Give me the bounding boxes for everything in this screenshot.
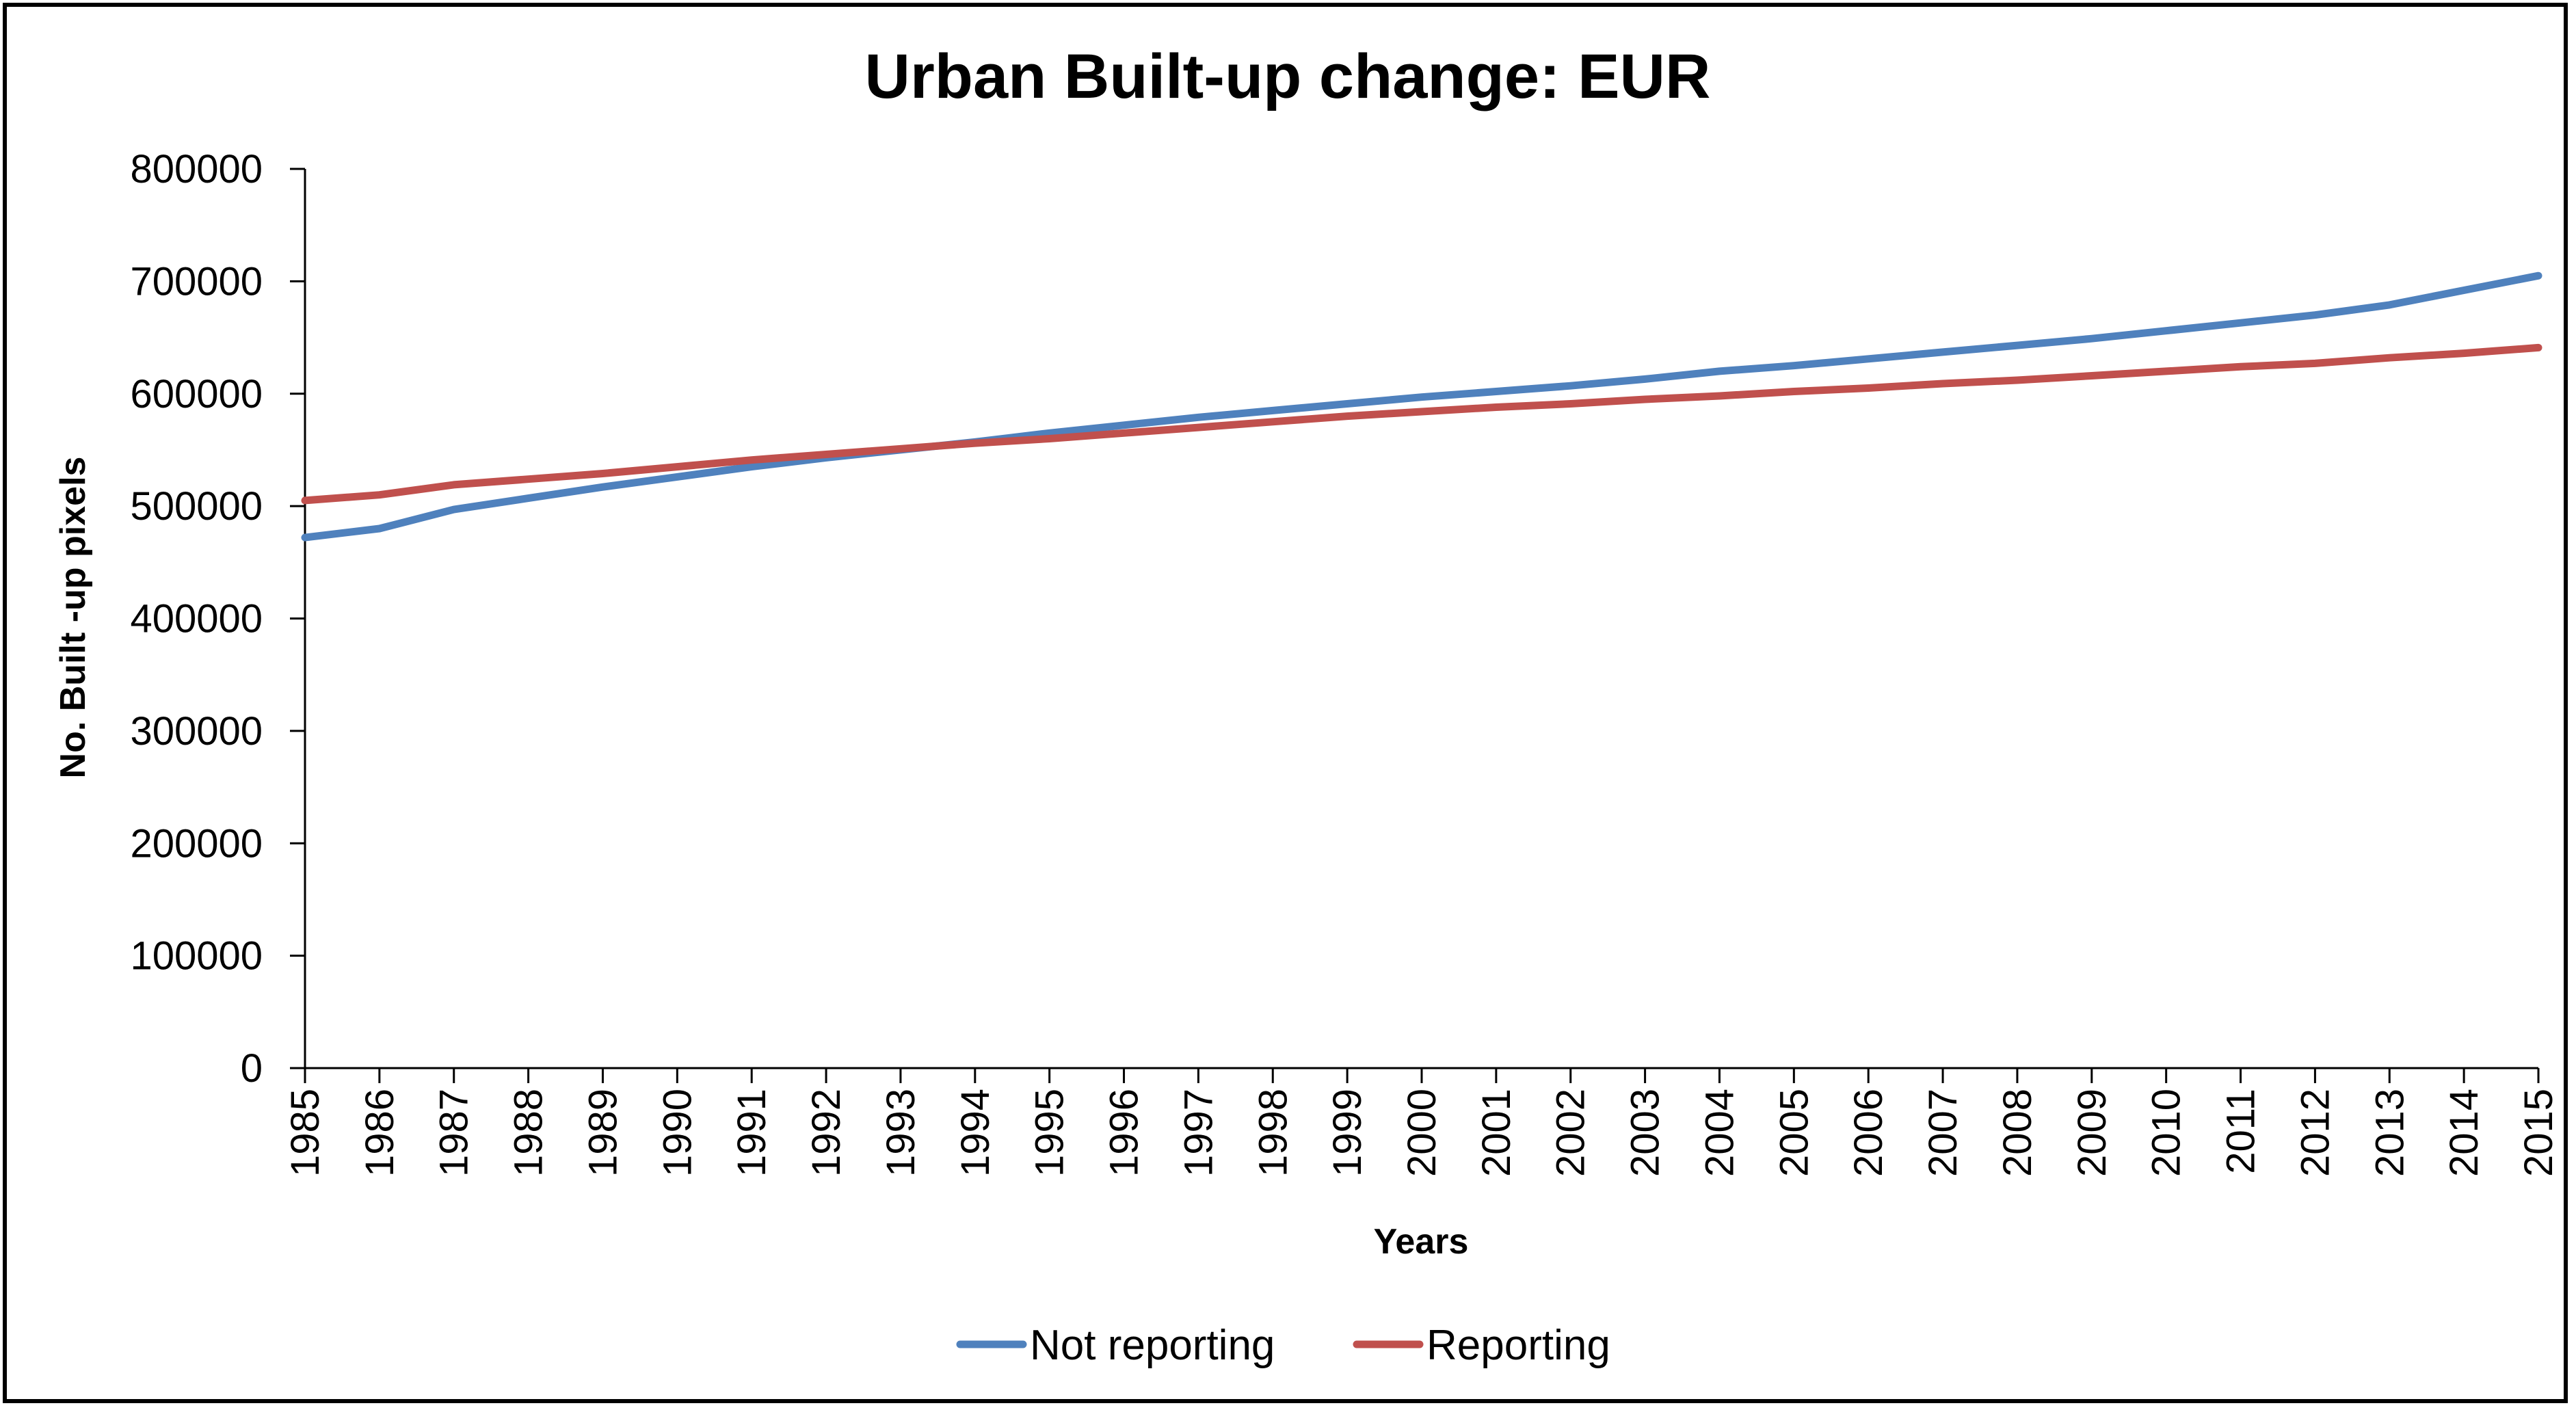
x-tick-label: 1993 xyxy=(879,1089,923,1177)
x-tick-label: 1985 xyxy=(283,1089,328,1177)
series-lines xyxy=(301,271,2542,542)
y-tick-label: 600000 xyxy=(130,372,263,416)
x-tick-label: 1988 xyxy=(507,1089,551,1177)
y-tick-label: 700000 xyxy=(130,259,263,304)
x-tick-label: 2014 xyxy=(2442,1089,2486,1177)
x-tick-label: 1992 xyxy=(804,1089,849,1177)
y-tick-label: 800000 xyxy=(130,147,263,191)
y-tick-label: 200000 xyxy=(130,821,263,866)
x-tick-label: 2010 xyxy=(2145,1089,2189,1177)
x-tick-label: 1987 xyxy=(432,1089,477,1177)
x-tick-label: 2007 xyxy=(1921,1089,1965,1177)
x-tick-label: 1990 xyxy=(655,1089,700,1177)
legend-label: Not reporting xyxy=(1030,1322,1275,1369)
x-tick-label: 1998 xyxy=(1251,1089,1295,1177)
x-tick-label: 2006 xyxy=(1846,1089,1891,1177)
series-line-reporting xyxy=(301,343,2542,505)
legend: Not reporting Reporting xyxy=(956,1322,1610,1369)
x-tick-label: 2008 xyxy=(1995,1089,2040,1177)
x-axis-ticks: 1985 1986 1987 1988 1989 1990 1991 1992 1993 1994… xyxy=(283,1068,2561,1177)
x-tick-label: 1991 xyxy=(730,1089,774,1177)
y-axis-ticks: 0 100000 200000 300000 400000 500000 600000 700… xyxy=(130,147,305,1091)
x-tick-label: 2003 xyxy=(1623,1089,1668,1177)
x-tick-label: 1997 xyxy=(1176,1089,1221,1177)
y-tick-label: 500000 xyxy=(130,484,263,529)
x-tick-label: 1986 xyxy=(358,1089,402,1177)
x-tick-label: 2005 xyxy=(1772,1089,1816,1177)
series-line-not-reporting xyxy=(301,271,2542,542)
chart-title: Urban Built-up change: EUR xyxy=(865,42,1711,111)
x-tick-label: 1994 xyxy=(953,1089,998,1177)
x-tick-label: 1989 xyxy=(581,1089,625,1177)
x-tick-label: 1999 xyxy=(1325,1089,1370,1177)
y-tick-label: 0 xyxy=(241,1046,263,1091)
x-tick-label: 2012 xyxy=(2293,1089,2337,1177)
x-tick-label: 2004 xyxy=(1697,1089,1742,1177)
chart-frame xyxy=(3,3,2568,1403)
x-tick-label: 2002 xyxy=(1549,1089,1593,1177)
y-tick-label: 300000 xyxy=(130,709,263,754)
x-tick-label: 2000 xyxy=(1400,1089,1444,1177)
x-tick-label: 2015 xyxy=(2517,1089,2561,1177)
legend-label: Reporting xyxy=(1426,1322,1610,1369)
x-axis-label: Years xyxy=(1374,1222,1469,1262)
y-tick-label: 400000 xyxy=(130,597,263,641)
x-tick-label: 1996 xyxy=(1102,1089,1147,1177)
x-tick-label: 2013 xyxy=(2367,1089,2412,1177)
x-tick-label: 2011 xyxy=(2219,1089,2263,1174)
x-tick-label: 1995 xyxy=(1028,1089,1072,1177)
y-tick-label: 100000 xyxy=(130,934,263,979)
x-tick-label: 2009 xyxy=(2070,1089,2114,1177)
x-tick-label: 2001 xyxy=(1474,1089,1519,1177)
y-axis-label: No. Built -up pixels xyxy=(53,457,93,779)
